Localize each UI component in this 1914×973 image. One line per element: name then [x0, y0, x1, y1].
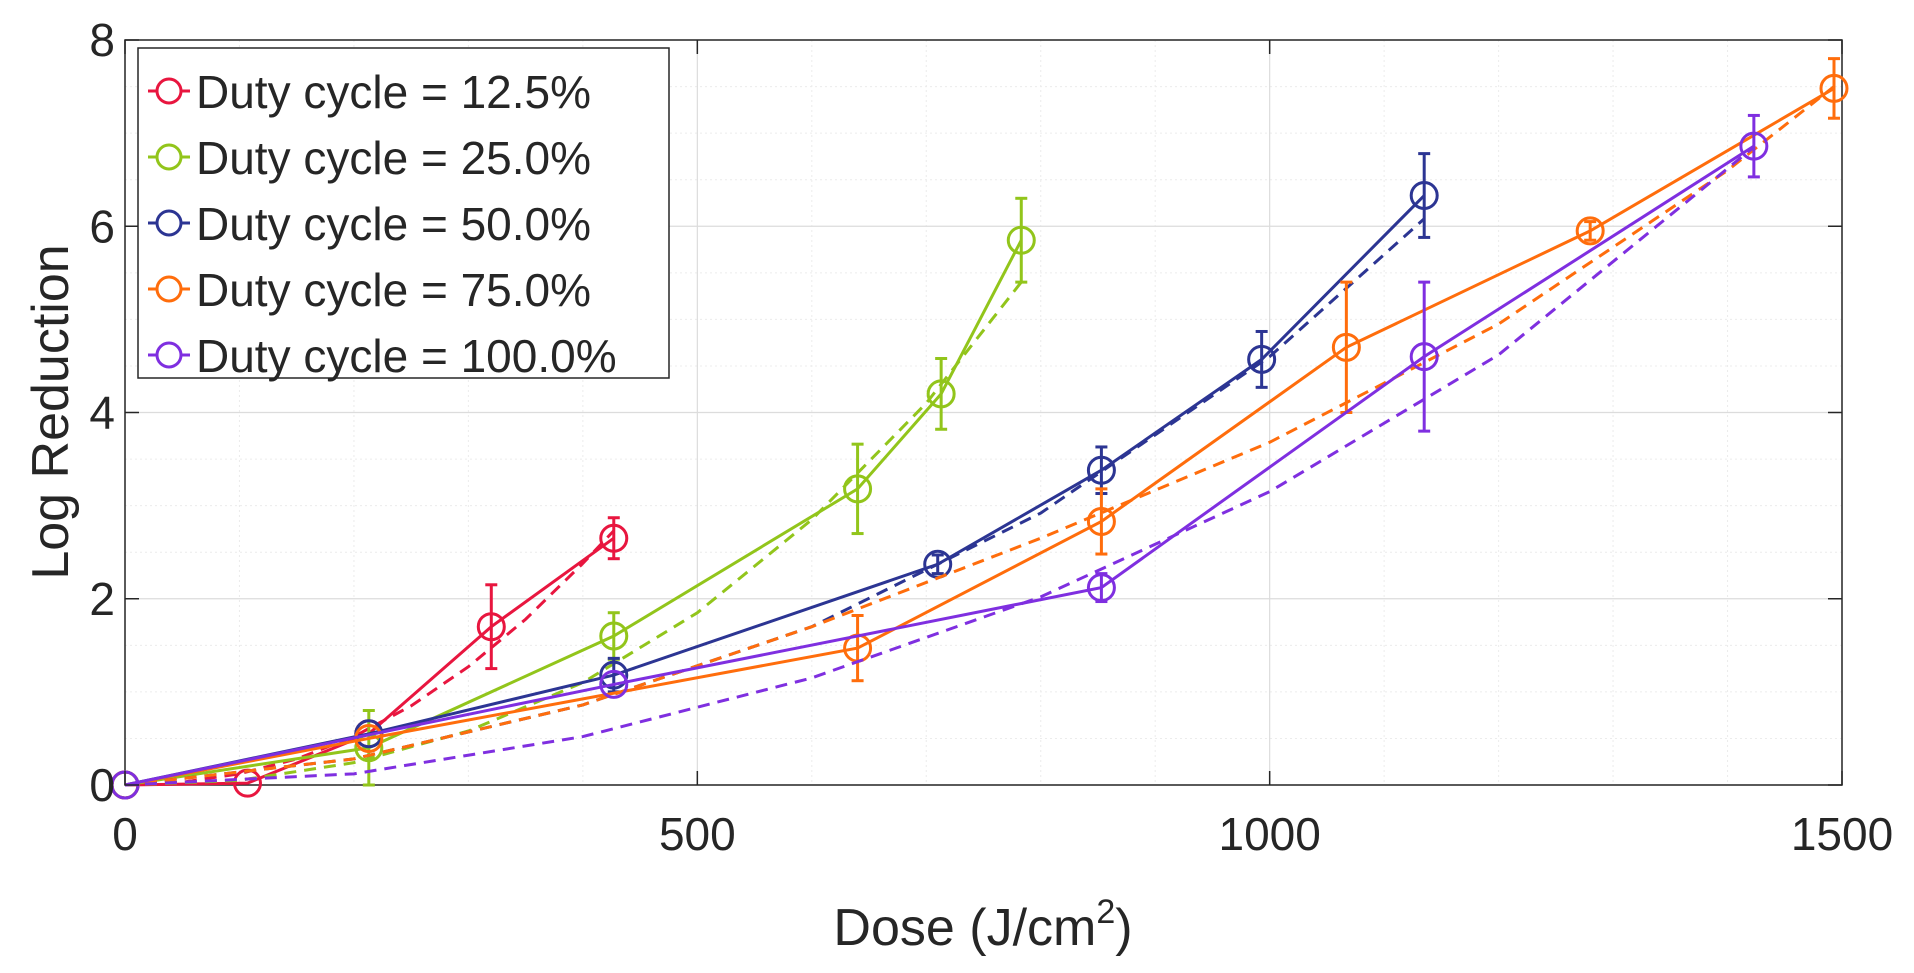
legend-marker	[155, 341, 183, 369]
legend-marker	[155, 77, 183, 105]
fit-line	[124, 145, 1755, 787]
legend-label: Duty cycle = 75.0%	[196, 264, 591, 316]
legend-entry: Duty cycle = 25.0%	[148, 132, 591, 184]
data-point	[1331, 332, 1361, 362]
data-point	[926, 379, 956, 409]
data-point	[1086, 455, 1116, 485]
data-point	[1739, 131, 1769, 161]
legend-label: Duty cycle = 50.0%	[196, 198, 591, 250]
legend-entry: Duty cycle = 75.0%	[148, 264, 591, 316]
data-point	[1409, 342, 1439, 372]
data-point	[1819, 73, 1849, 103]
x-tick-label: 500	[659, 808, 736, 860]
legend-entry: Duty cycle = 100.0%	[148, 330, 617, 382]
x-tick-label: 1000	[1218, 808, 1320, 860]
y-tick-label: 6	[89, 200, 115, 252]
x-tick-label: 1500	[1791, 808, 1893, 860]
fit-line	[124, 85, 1835, 787]
x-tick-label: 0	[112, 808, 138, 860]
data-point	[599, 523, 629, 553]
legend-label: Duty cycle = 25.0%	[196, 132, 591, 184]
series-layer	[110, 57, 1849, 800]
data-point	[843, 474, 873, 504]
y-tick-label: 4	[89, 387, 115, 439]
data-line	[124, 239, 1023, 787]
y-tick-label: 0	[89, 759, 115, 811]
legend-marker	[155, 275, 183, 303]
series-5	[110, 113, 1769, 800]
y-tick-label: 2	[89, 573, 115, 625]
legend-entry: Duty cycle = 12.5%	[148, 66, 591, 118]
data-point	[1575, 216, 1605, 246]
data-point	[599, 669, 629, 699]
legend-box	[137, 47, 670, 379]
data-point	[599, 660, 629, 690]
data-point	[1006, 225, 1036, 255]
x-axis-label: Dose (J/cm2)	[833, 893, 1132, 957]
legend-marker	[155, 209, 183, 237]
series-4	[110, 57, 1849, 800]
tick-labels: 0 500 1000 1500 0 2 4 6 8	[89, 14, 1893, 860]
fit-line	[124, 281, 1023, 787]
data-point	[1086, 573, 1116, 603]
data-point	[599, 621, 629, 651]
legend-label: Duty cycle = 12.5%	[196, 66, 591, 118]
y-tick-label: 8	[89, 14, 115, 66]
legend: Duty cycle = 12.5% Duty cycle = 25.0% Duty…	[137, 47, 670, 382]
legend-marker	[155, 143, 183, 171]
y-axis-label: Log Reduction	[22, 244, 80, 579]
data-point	[1086, 506, 1116, 536]
data-point	[1409, 181, 1439, 211]
legend-entry: Duty cycle = 50.0%	[148, 198, 591, 250]
data-point	[476, 612, 506, 642]
data-point	[1247, 344, 1277, 374]
legend-label: Duty cycle = 100.0%	[196, 330, 617, 382]
